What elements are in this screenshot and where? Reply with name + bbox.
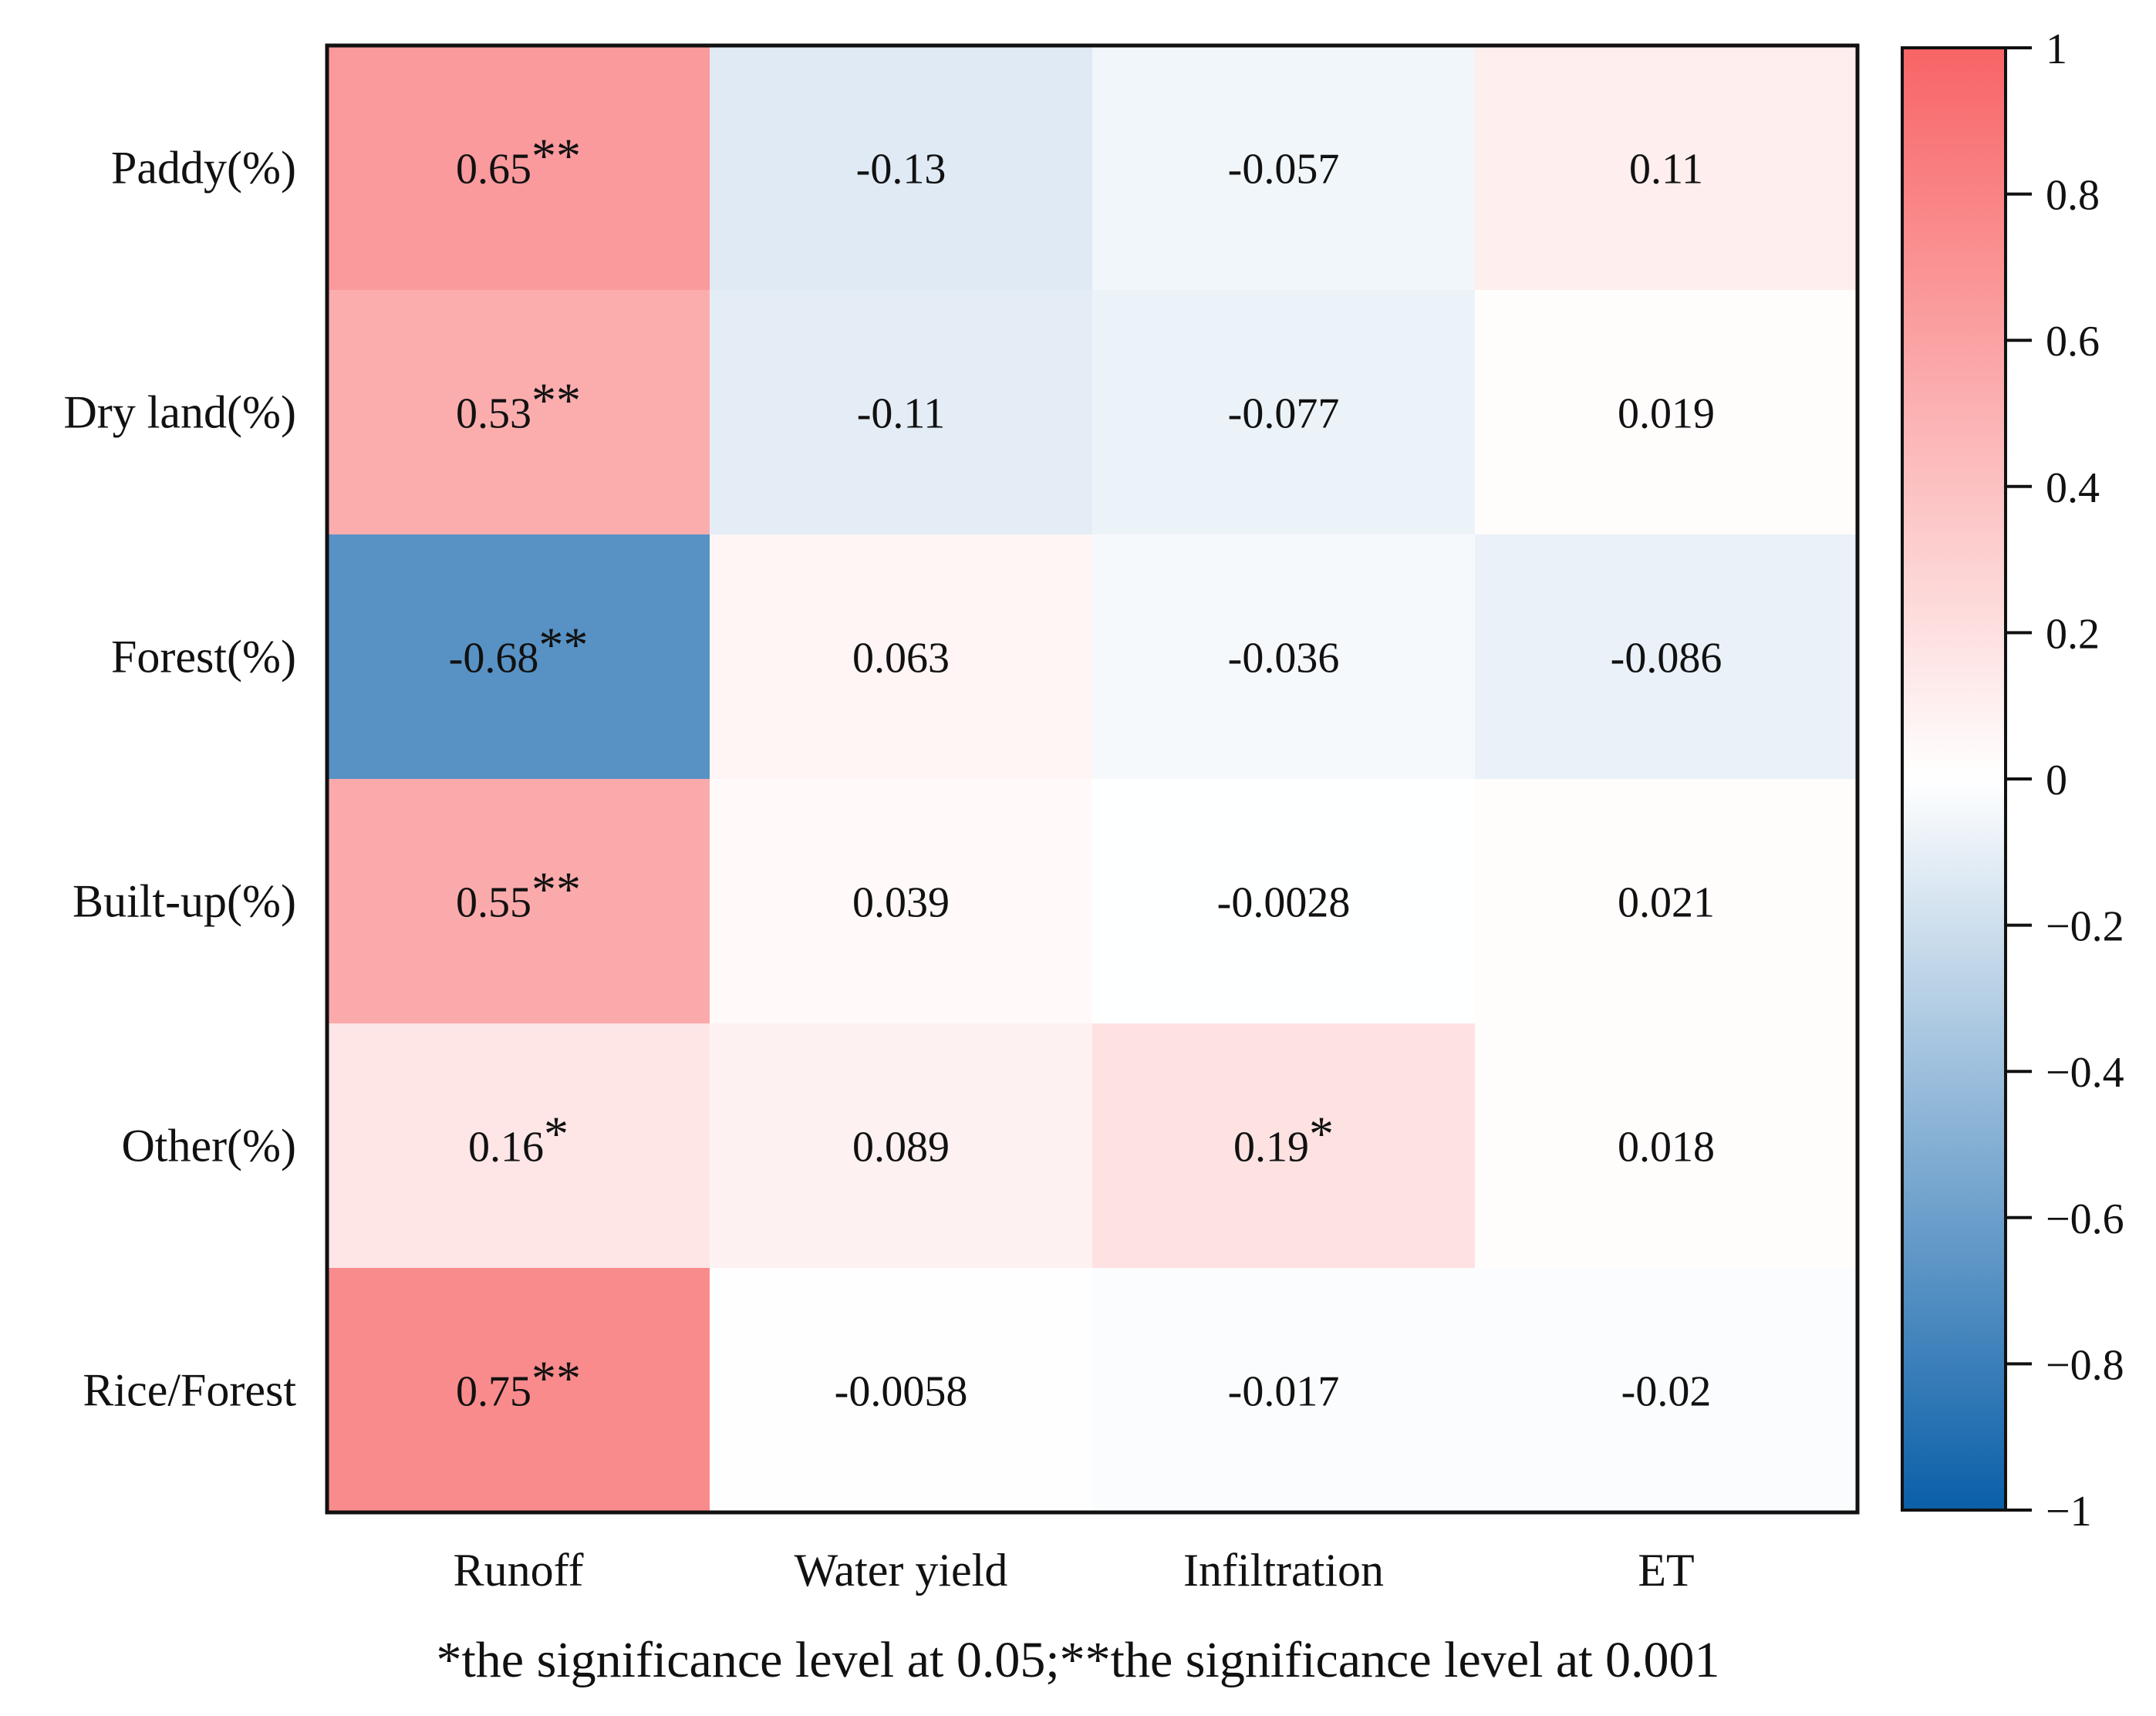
cell-value-label: 0.089 [852, 1124, 950, 1172]
colorbar-tick-label: −0.6 [2046, 1195, 2124, 1243]
cell-value-label: 0.039 [852, 879, 950, 927]
cell-value-label: -0.68** [449, 618, 589, 683]
significance-stars: ** [531, 373, 581, 428]
heatmap-cell [1092, 779, 1476, 1024]
cell-value-label: 0.11 [1629, 146, 1703, 194]
cell-value-label: 0.55** [456, 862, 581, 927]
heatmap-cell [327, 534, 710, 780]
heatmap-cell [710, 534, 1093, 780]
cell-value-label: 0.53** [456, 373, 581, 438]
colorbar-tick-label: −0.2 [2046, 903, 2124, 951]
cell-value-label: -0.13 [856, 146, 946, 194]
colorbar-tick-label: 0.8 [2046, 172, 2100, 220]
heatmap-cell [710, 290, 1093, 535]
column-label: Infiltration [1183, 1545, 1384, 1596]
row-label: Paddy(%) [111, 143, 296, 194]
heatmap-cell [1475, 534, 1858, 780]
significance-stars: ** [531, 1351, 581, 1406]
cell-value-label: 0.16* [468, 1107, 569, 1172]
colorbar-ticks: 1 0.8 0.6 0.4 0.2 0 −0.2 −0.4 −0.6 −0.8 −1 [2006, 25, 2124, 1536]
heatmap-cell [1475, 290, 1858, 535]
significance-stars: ** [531, 862, 581, 917]
heatmap-frame [325, 43, 1860, 1515]
colorbar-tick-label: 1 [2046, 25, 2067, 73]
row-label: Forest(%) [111, 632, 296, 683]
heatmap-cells: 0.65** -0.13 -0.057 0.11 0.53** -0.11 -0.077 0.… [327, 46, 1858, 1513]
colorbar-tick-label: −1 [2046, 1488, 2092, 1536]
cell-value-label: -0.0058 [835, 1368, 968, 1416]
heatmap-cell [1092, 290, 1476, 535]
heatmap-cell [1475, 1023, 1858, 1269]
heatmap-cell [327, 1268, 710, 1513]
row-label: Built-up(%) [73, 876, 296, 927]
row-label: Dry land(%) [63, 387, 296, 438]
cell-value-label: 0.19* [1233, 1107, 1334, 1172]
colorbar-tick-label: 0.2 [2046, 610, 2100, 658]
footnote: *the significance level at 0.05;**the si… [436, 1632, 1720, 1688]
significance-stars: * [1309, 1107, 1334, 1161]
cell-value-label: -0.0028 [1217, 879, 1351, 927]
colorbar-tick-label: 0 [2046, 757, 2067, 804]
colorbar-tick-label: −0.8 [2046, 1341, 2124, 1389]
heatmap-cell [710, 779, 1093, 1024]
cell-value-label: -0.086 [1611, 635, 1722, 683]
heatmap-cell [1475, 1268, 1858, 1513]
cell-value-label: -0.02 [1621, 1368, 1712, 1416]
cell-value-label: 0.75** [456, 1351, 581, 1416]
cell-value-label: 0.063 [852, 635, 950, 683]
cell-value-label: -0.017 [1228, 1368, 1340, 1416]
significance-stars: ** [538, 618, 588, 673]
row-label: Other(%) [121, 1121, 296, 1172]
cell-value-label: -0.057 [1228, 146, 1340, 194]
cell-value-label: 0.65** [456, 129, 581, 194]
column-label: Runoff [454, 1545, 584, 1596]
heatmap-cell [327, 1023, 710, 1269]
column-labels: Runoff Water yield Infiltration ET [454, 1545, 1695, 1596]
heatmap-cell [327, 46, 710, 291]
heatmap-cell [1092, 534, 1476, 780]
heatmap-cell [710, 1023, 1093, 1269]
column-label: Water yield [795, 1545, 1008, 1596]
heatmap-cell [710, 1268, 1093, 1513]
cell-value-label: -0.036 [1228, 635, 1340, 683]
cell-value-label: -0.11 [857, 390, 946, 438]
heatmap-cell [327, 779, 710, 1024]
cell-value-label: 0.021 [1618, 879, 1715, 927]
colorbar-tick-label: 0.6 [2046, 318, 2100, 366]
row-labels: Paddy(%) Dry land(%) Forest(%) Built-up(%) O… [63, 143, 296, 1416]
heatmap-cell [1475, 46, 1858, 291]
heatmap-cell [327, 290, 710, 535]
heatmap-cell [1092, 1268, 1476, 1513]
colorbar-tick-label: 0.4 [2046, 464, 2100, 512]
significance-stars: ** [531, 129, 581, 184]
heatmap-cell [1475, 779, 1858, 1024]
heatmap-cell [1092, 1023, 1476, 1269]
column-label: ET [1638, 1545, 1694, 1596]
row-label: Rice/Forest [83, 1365, 296, 1416]
cell-value-label: 0.018 [1618, 1124, 1715, 1172]
colorbar [1901, 46, 2007, 1512]
colorbar-tick-label: −0.4 [2046, 1049, 2124, 1097]
cell-value-label: 0.019 [1618, 390, 1715, 438]
cell-value-label: -0.077 [1228, 390, 1340, 438]
significance-stars: * [544, 1107, 569, 1161]
heatmap-cell [710, 46, 1093, 291]
heatmap-cell [1092, 46, 1476, 291]
